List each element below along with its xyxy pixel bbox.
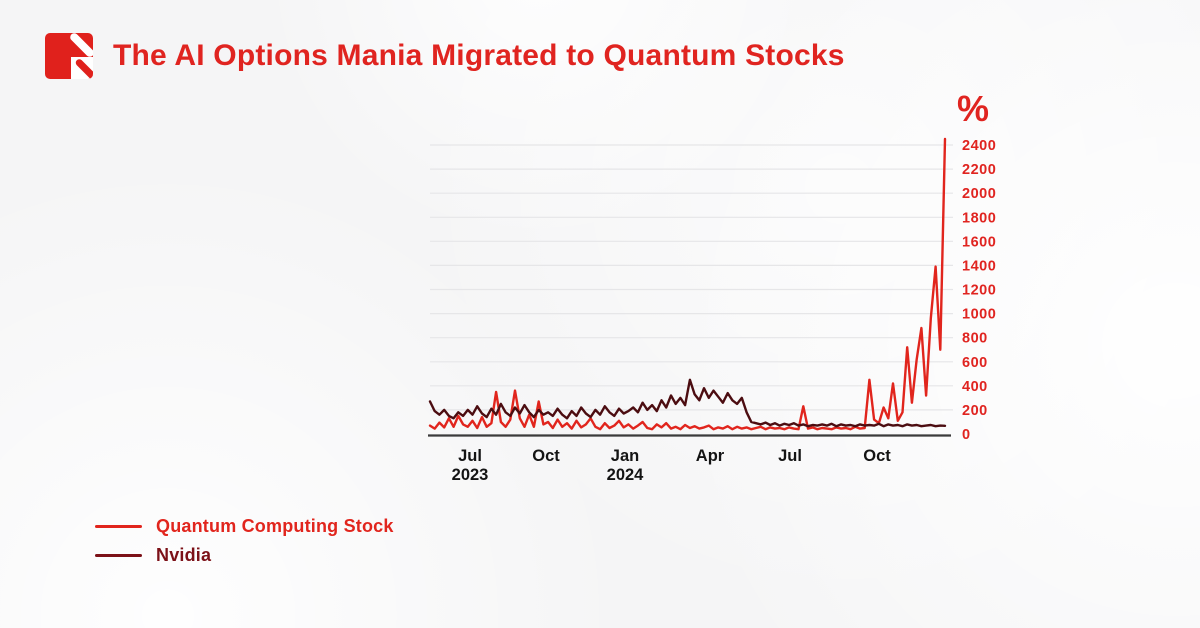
series-line-nvidia [428,378,947,428]
x-tick-label: Oct [532,447,560,465]
legend-label-quantum: Quantum Computing Stock [156,516,394,536]
brand-logo-icon [45,33,93,79]
y-tick-label: 800 [962,331,988,347]
y-tick-label: 1800 [962,210,996,226]
y-tick-label: 2400 [962,138,996,154]
legend-line-swatch-nvidia [95,554,142,557]
y-tick-label: 1400 [962,258,996,274]
x-tick-label: Oct [863,447,891,465]
y-tick-label: 400 [962,379,988,395]
x-tick-label: Jan [611,447,639,465]
series-line-quantum-computing-stock [428,137,947,431]
legend-line-swatch-quantum [95,525,142,528]
y-axis-unit-label: % [957,88,990,129]
y-tick-label: 600 [962,355,988,371]
x-tick-label: Jul [778,447,802,465]
header: The AI Options Mania Migrated to Quantum… [45,33,845,79]
legend-item-nvidia: Nvidia [95,541,394,570]
y-tick-label: 1600 [962,234,996,250]
legend-item-quantum: Quantum Computing Stock [95,512,394,541]
y-tick-label: 2000 [962,186,996,202]
y-tick-label: 200 [962,403,988,419]
page-title: The AI Options Mania Migrated to Quantum… [113,39,845,72]
y-tick-label: 1000 [962,307,996,323]
y-tick-label: 1200 [962,283,996,299]
x-tick-label: Jul [458,447,482,465]
x-tick-year-label: 2024 [607,466,645,484]
chart-legend: Quantum Computing Stock Nvidia [95,512,394,570]
y-tick-label: 2200 [962,162,996,178]
x-tick-year-label: 2023 [452,466,489,484]
legend-label-nvidia: Nvidia [156,545,212,565]
x-tick-label: Apr [696,447,725,465]
y-tick-label: 0 [962,427,971,443]
